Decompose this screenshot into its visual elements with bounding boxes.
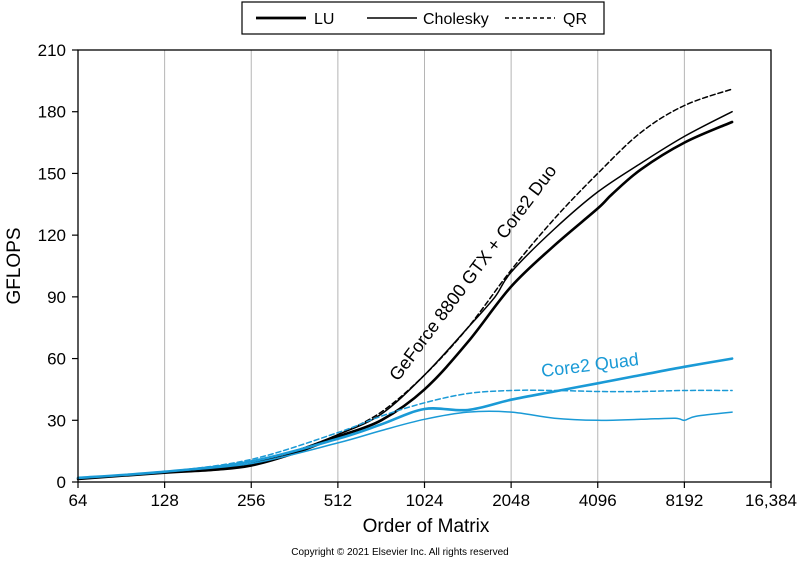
y-tick-label: 120 — [38, 226, 66, 245]
x-tick-label: 8192 — [665, 491, 703, 510]
legend: LU Cholesky QR — [241, 1, 605, 35]
tick-labels: 64 128 256 512 1024 2048 4096 8192 16,384 0 30 60 90… — [38, 41, 797, 510]
x-tick-label: 512 — [324, 491, 352, 510]
series-line-geforce-8800-gtx-core2-duo-qr — [77, 88, 733, 480]
x-tick-label: 4096 — [579, 491, 617, 510]
series-line-geforce-8800-gtx-core2-duo-lu — [76, 120, 734, 481]
y-tick-label: 150 — [38, 164, 66, 183]
series-line-core2-quad-lu — [76, 357, 734, 480]
x-axis-title: Order of Matrix — [363, 516, 490, 537]
series-layer — [76, 88, 734, 481]
legend-label-qr: QR — [563, 11, 587, 28]
y-axis-title: GFLOPS — [4, 227, 25, 304]
x-tick-label: 1024 — [406, 491, 444, 510]
y-tick-label: 30 — [47, 411, 66, 430]
annotation-geforce: GeForce 8800 GTX + Core2 Duo — [385, 161, 560, 384]
x-tick-label: 128 — [150, 491, 178, 510]
x-tick-label: 2048 — [492, 491, 530, 510]
legend-label-cholesky: Cholesky — [423, 11, 489, 28]
x-tick-label: 64 — [69, 491, 88, 510]
y-tick-label: 90 — [47, 288, 66, 307]
axes — [72, 49, 772, 488]
series-line-core2-quad-qr — [77, 389, 733, 479]
series-line-core2-quad-cholesky — [77, 410, 733, 479]
x-tick-label: 16,384 — [745, 491, 797, 510]
y-tick-label: 60 — [47, 350, 66, 369]
y-tick-label: 210 — [38, 41, 66, 60]
annotation-core2-quad: Core2 Quad — [540, 349, 640, 381]
x-tick-label: 256 — [237, 491, 265, 510]
y-tick-label: 0 — [57, 473, 66, 492]
copyright-text: Copyright © 2021 Elsevier Inc. All right… — [291, 547, 509, 558]
y-tick-label: 180 — [38, 103, 66, 122]
legend-label-lu: LU — [314, 11, 334, 28]
grid-lines — [164, 50, 685, 482]
